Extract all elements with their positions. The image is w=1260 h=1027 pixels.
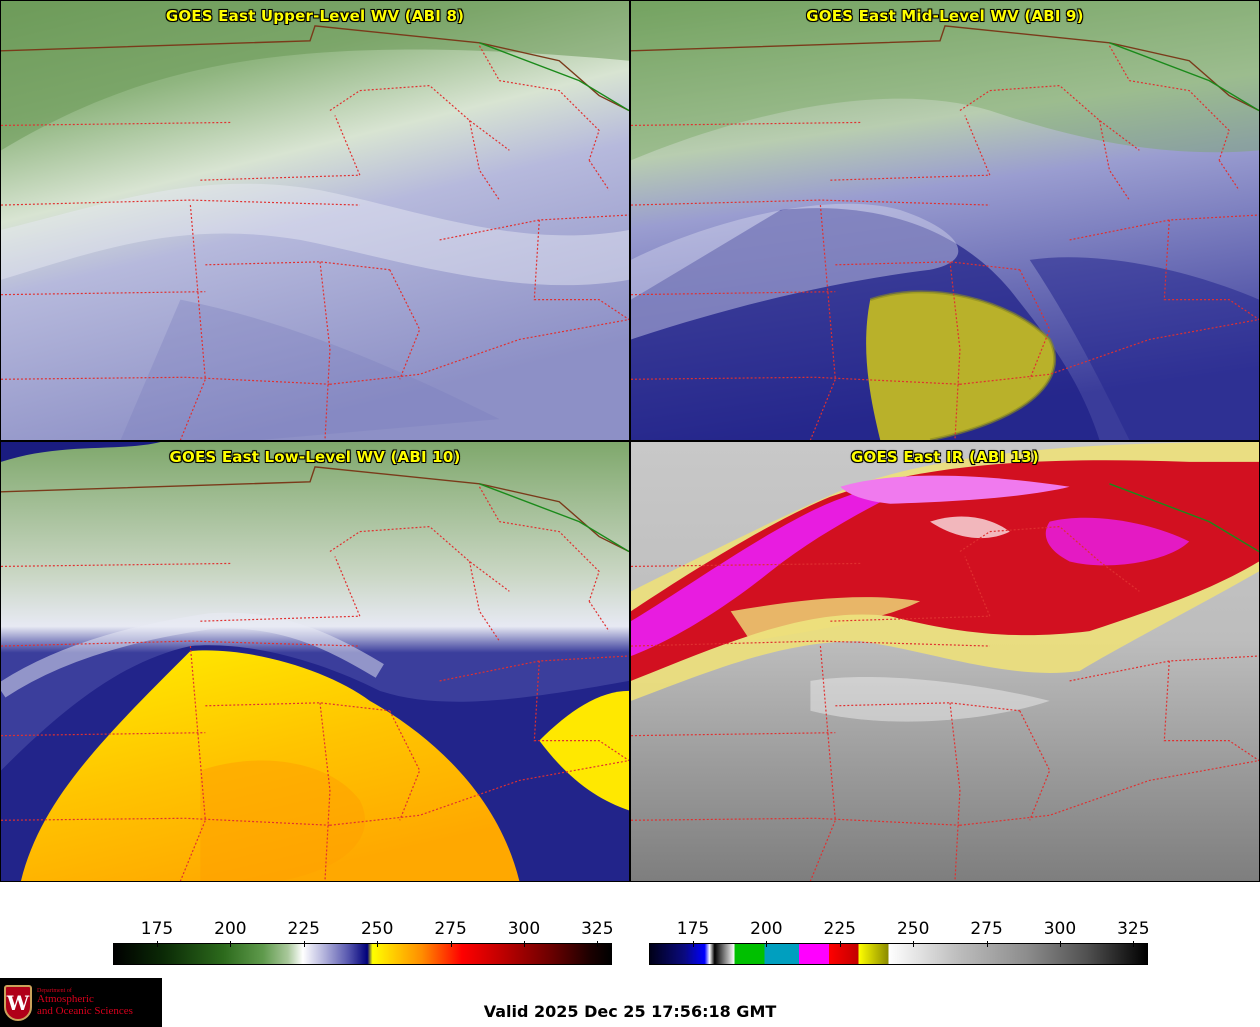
wv-colorbar-tick-mark	[377, 941, 379, 947]
ir-colorbar-tick-mark	[913, 941, 915, 947]
ir-colorbar-tick-label: 175	[676, 919, 710, 939]
wv-colorbar-gradient	[113, 943, 612, 965]
ir-colorbar-tick-label: 250	[896, 919, 930, 939]
uw-crest-icon: W	[4, 984, 32, 1021]
wv-colorbar: 175 200 225 250 275 300 325	[113, 915, 614, 965]
valid-time: Valid 2025 Dec 25 17:56:18 GMT	[483, 1002, 777, 1021]
wv-colorbar-tick-label: 275	[434, 919, 467, 939]
wv-colorbar-ticks: 175 200 225 250 275 300 325	[113, 915, 614, 947]
logo-line-2: Atmospheric	[37, 993, 94, 1006]
logo-text: Department of Atmospheric and Oceanic Sc…	[37, 988, 133, 1017]
ir-colorbar-tick-label: 300	[1043, 919, 1077, 939]
ir-colorbar-tick-label: 275	[970, 919, 1003, 939]
wv-colorbar-tick-mark	[303, 941, 305, 947]
wv-colorbar-tick-mark	[230, 941, 232, 947]
wv-colorbar-tick-label: 175	[140, 919, 174, 939]
ir-image	[631, 442, 1259, 881]
ir-colorbar-tick-mark	[1133, 941, 1135, 947]
ir-colorbar-gradient	[649, 943, 1148, 965]
ir-colorbar-tick-label: 200	[750, 919, 783, 939]
logo-line-3: and Oceanic Sciences	[37, 1004, 133, 1017]
ir-colorbar-tick-mark	[766, 941, 768, 947]
wv-colorbar-tick-mark	[523, 941, 525, 947]
wv-colorbar-tick-mark	[450, 941, 452, 947]
mid-level-wv-image	[631, 1, 1259, 440]
ir-colorbar-tick-mark	[693, 941, 695, 947]
aos-logo: W Department of Atmospheric and Oceanic …	[0, 978, 162, 1027]
ir-colorbar-tick-mark	[986, 941, 988, 947]
ir-colorbar-ticks: 175 200 225 250 275 300 325	[649, 915, 1150, 947]
ir-colorbar-tick-mark	[839, 941, 841, 947]
panel-mid-level-wv: GOES East Mid-Level WV (ABI 9)	[630, 0, 1260, 441]
logo-line-1: Department of	[37, 987, 72, 994]
wv-colorbar-tick-label: 300	[507, 919, 541, 939]
panel-upper-level-wv: GOES East Upper-Level WV (ABI 8)	[0, 0, 630, 441]
panel-low-level-wv: GOES East Low-Level WV (ABI 10)	[0, 441, 630, 882]
panel-ir: GOES East IR (ABI 13)	[630, 441, 1260, 882]
wv-colorbar-tick-mark	[157, 941, 159, 947]
wv-colorbar-tick-label: 200	[214, 919, 247, 939]
wv-colorbar-tick-mark	[597, 941, 599, 947]
upper-level-wv-image	[1, 1, 629, 440]
low-level-wv-image	[1, 442, 629, 881]
ir-colorbar-tick-label: 225	[823, 919, 857, 939]
wv-colorbar-tick-label: 250	[360, 919, 394, 939]
ir-colorbar-tick-mark	[1059, 941, 1061, 947]
wv-colorbar-tick-label: 325	[581, 919, 614, 939]
ir-colorbar: 175 200 225 250 275 300 325	[649, 915, 1150, 965]
wv-colorbar-tick-label: 225	[287, 919, 321, 939]
ir-colorbar-tick-label: 325	[1117, 919, 1150, 939]
